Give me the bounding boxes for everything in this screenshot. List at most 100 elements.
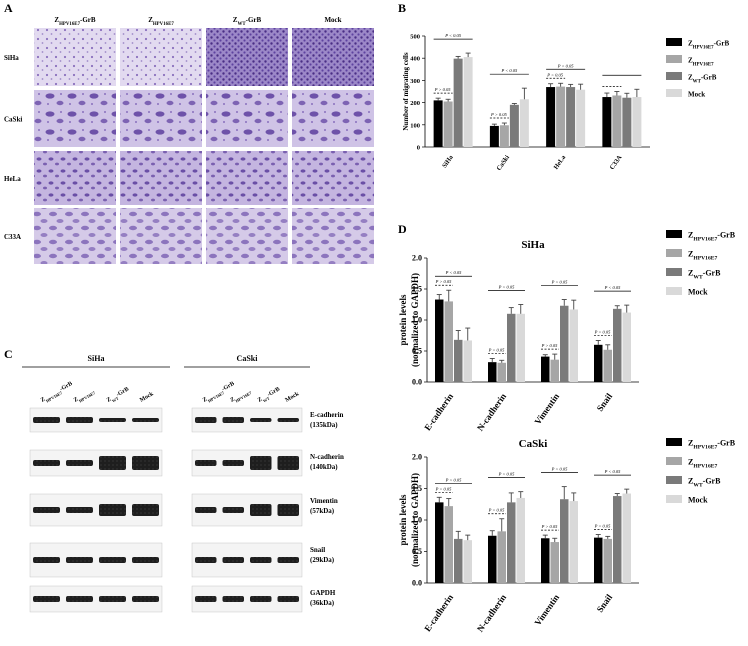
x-tick-label: Vimentin <box>532 592 561 627</box>
blot-protein-label: E-cadherin <box>310 411 344 419</box>
micrograph <box>34 28 116 86</box>
micrograph <box>292 90 374 147</box>
micro-row-label: CaSki <box>4 116 22 124</box>
x-tick-label: N-cadherin <box>475 592 508 633</box>
bar <box>488 362 497 382</box>
significance-label: P < 0.05 <box>445 270 463 275</box>
significance-label: P > 0.05 <box>435 279 453 284</box>
blot-lane-label: Mock <box>139 391 155 404</box>
blot-band <box>99 418 126 422</box>
bar <box>435 502 444 583</box>
blot-band <box>66 557 93 563</box>
blot-band <box>33 417 60 423</box>
legend-swatch <box>666 268 682 276</box>
bar <box>603 349 612 382</box>
blot-weight-label: (140kDa) <box>310 463 338 471</box>
bar <box>546 87 556 147</box>
blot-band <box>66 417 93 423</box>
micrograph <box>34 151 116 205</box>
legend-label: Mock <box>688 496 708 505</box>
micrograph <box>206 208 288 264</box>
blot-band <box>66 507 93 513</box>
bar <box>560 499 569 583</box>
y-tick-label: 0 <box>417 145 420 152</box>
x-tick-label: HeLa <box>553 154 568 171</box>
bar <box>444 506 453 583</box>
bar <box>632 97 642 147</box>
blot-group-label: SiHa <box>88 354 105 363</box>
legend-swatch <box>666 495 682 503</box>
blot-band <box>277 418 299 422</box>
bar <box>516 313 525 382</box>
significance-label: P > 0.05 <box>488 347 506 352</box>
blot-band <box>66 460 93 466</box>
blot-band <box>250 418 272 422</box>
bar <box>497 362 506 382</box>
micrograph <box>292 28 374 86</box>
bar <box>602 97 612 147</box>
y-axis-label: protein levels <box>398 294 408 346</box>
micrograph <box>120 28 202 86</box>
bar <box>613 496 622 583</box>
y-tick-label: 1.0 <box>412 516 422 525</box>
blot-band <box>132 418 159 422</box>
bar <box>489 125 499 147</box>
bar <box>541 356 550 382</box>
legend-swatch <box>666 249 682 257</box>
y-tick-label: 0.5 <box>412 347 422 356</box>
blot-group-label: CaSki <box>237 354 259 363</box>
x-tick-label: N-cadherin <box>475 391 508 432</box>
blot-protein-label: GAPDH <box>310 589 336 597</box>
blot-band <box>195 507 217 513</box>
micrograph <box>292 208 374 264</box>
legend-label: ZHPV16E7-GrB <box>688 231 736 243</box>
significance-label: P < 0.05 <box>604 285 622 290</box>
y-axis-label: protein levels <box>398 494 408 546</box>
blot-band <box>33 507 60 513</box>
blot-band <box>99 596 126 602</box>
legend-label: ZWT-GrB <box>688 74 717 85</box>
significance-label: P < 0.05 <box>551 467 569 472</box>
blot-weight-label: (36kDa) <box>310 599 335 607</box>
panel-letter-c: C <box>4 347 13 361</box>
bar <box>499 125 509 147</box>
x-tick-label: E-cadherin <box>422 592 455 633</box>
micrograph <box>34 208 116 264</box>
blot-band <box>277 557 299 563</box>
y-tick-label: 200 <box>410 100 420 107</box>
legend-swatch <box>666 476 682 484</box>
blot-band <box>99 456 126 470</box>
chart-title: SiHa <box>521 239 545 251</box>
significance-label: P > 0.05 <box>557 63 575 68</box>
legend-swatch <box>666 438 682 446</box>
bar <box>569 309 578 382</box>
chart-title: CaSki <box>519 438 548 450</box>
blot-lane-label: ZHPV16E7 <box>73 388 96 405</box>
blot-band <box>99 504 126 516</box>
significance-label: P < 0.05 <box>604 469 622 474</box>
significance-label: P < 0.05 <box>500 68 518 73</box>
micrograph <box>120 208 202 264</box>
panel-letter-b: B <box>398 1 406 15</box>
blot-band <box>222 460 244 466</box>
bar <box>560 305 569 382</box>
micro-col-label: ZWT-GrB <box>233 16 262 27</box>
panel-letter-d: D <box>398 222 407 236</box>
legend-label: ZHPV16E7 <box>688 57 714 68</box>
y-axis-label: (normalized to GAPDH) <box>410 473 420 567</box>
blot-band <box>132 557 159 563</box>
bar <box>463 57 473 148</box>
y-tick-label: 400 <box>410 56 420 63</box>
micro-row-label: HeLa <box>4 175 21 183</box>
bar <box>603 538 612 583</box>
y-tick-label: 0.0 <box>412 579 422 588</box>
bar <box>541 538 550 583</box>
y-axis-label: (normalized to GAPDH) <box>410 273 420 367</box>
y-tick-label: 0.0 <box>412 378 422 387</box>
blot-band <box>195 460 217 466</box>
micro-col-label: Mock <box>324 16 341 24</box>
legend-label: ZHPV16E7-GrB <box>688 40 729 51</box>
blot-band <box>195 596 217 602</box>
significance-label: P > 0.05 <box>435 486 453 491</box>
